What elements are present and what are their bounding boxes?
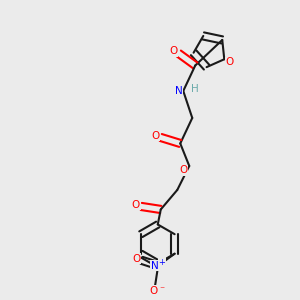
Text: O: O [149, 286, 158, 296]
Text: N: N [151, 261, 158, 271]
Text: +: + [158, 258, 165, 267]
Text: O: O [226, 57, 234, 67]
Text: O: O [179, 166, 188, 176]
Text: O: O [169, 46, 178, 56]
Text: O: O [151, 131, 160, 141]
Text: H: H [191, 85, 199, 94]
Text: O: O [132, 254, 140, 264]
Text: N: N [175, 86, 183, 96]
Text: O: O [132, 200, 140, 210]
Text: ⁻: ⁻ [159, 286, 164, 296]
